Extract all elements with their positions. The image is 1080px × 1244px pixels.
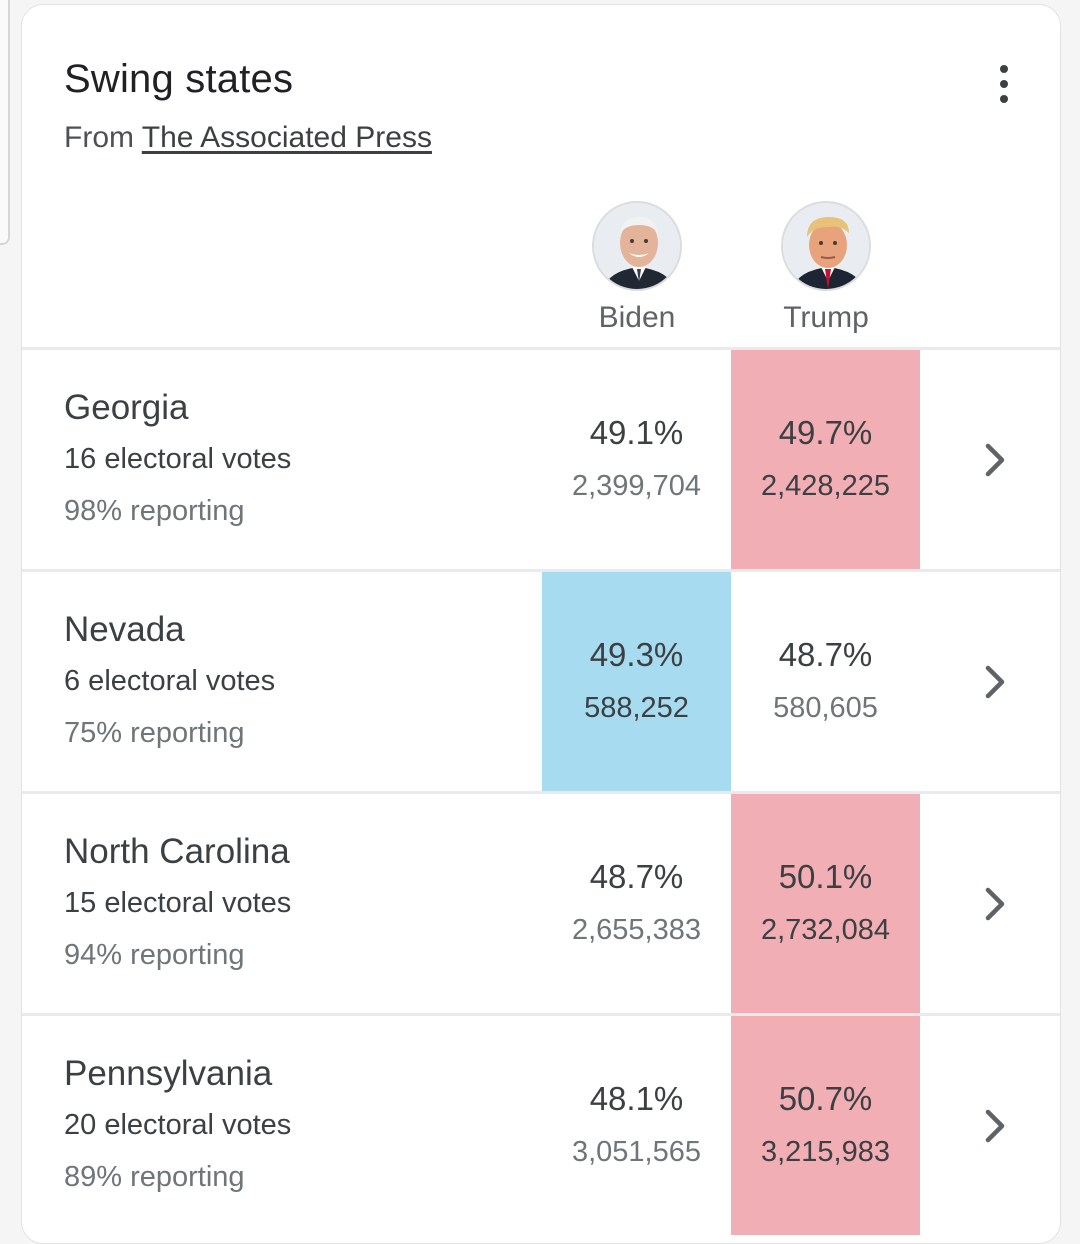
candidate-header-biden: Biden: [542, 201, 732, 335]
swing-states-card: Swing states From The Associated Press: [21, 4, 1061, 1244]
candidate-name-biden: Biden: [598, 301, 676, 334]
portrait-trump-icon: [783, 203, 869, 289]
state-row-north-carolina[interactable]: North Carolina 15 electoral votes 94% re…: [22, 791, 1060, 1013]
more-options-button[interactable]: [984, 61, 1024, 107]
more-vert-icon-dot: [1000, 95, 1008, 103]
biden-percent: 49.1%: [589, 414, 684, 451]
trump-percent: 48.7%: [778, 636, 873, 673]
trump-votes: 2,428,225: [760, 470, 890, 502]
state-name: Pennsylvania: [64, 1054, 273, 1093]
state-name: Georgia: [64, 388, 189, 427]
more-vert-icon-dot: [1000, 80, 1008, 88]
card-title: Swing states: [64, 57, 294, 101]
biden-votes: 3,051,565: [571, 1136, 701, 1168]
reporting-status: 98% reporting: [64, 495, 245, 527]
trump-votes: 3,215,983: [760, 1136, 890, 1168]
source-prefix: From: [64, 121, 142, 154]
candidate-header-trump: Trump: [731, 201, 921, 335]
card-source: From The Associated Press: [64, 121, 432, 155]
trump-result-cell: 50.1% 2,732,084: [731, 794, 920, 1013]
biden-result-cell: 48.1% 3,051,565: [542, 1016, 731, 1235]
background-page-edge: [0, 0, 10, 245]
electoral-votes: 16 electoral votes: [64, 443, 292, 475]
state-row-nevada[interactable]: Nevada 6 electoral votes 75% reporting 4…: [22, 569, 1060, 791]
reporting-status: 75% reporting: [64, 717, 245, 749]
electoral-votes: 20 electoral votes: [64, 1109, 292, 1141]
chevron-right-icon[interactable]: [974, 882, 1014, 926]
trump-percent: 50.1%: [778, 858, 873, 895]
trump-result-cell: 49.7% 2,428,225: [731, 350, 920, 569]
avatar-biden: [592, 201, 682, 291]
chevron-right-icon[interactable]: [974, 438, 1014, 482]
card-header: Swing states From The Associated Press: [22, 5, 1060, 347]
state-row-georgia[interactable]: Georgia 16 electoral votes 98% reporting…: [22, 347, 1060, 569]
biden-percent: 48.1%: [589, 1080, 684, 1117]
electoral-votes: 6 electoral votes: [64, 665, 276, 697]
electoral-votes: 15 electoral votes: [64, 887, 292, 919]
candidate-name-trump: Trump: [783, 301, 869, 334]
source-link[interactable]: The Associated Press: [141, 121, 432, 154]
trump-result-cell: 48.7% 580,605: [731, 572, 920, 791]
biden-votes: 588,252: [584, 692, 689, 724]
trump-percent: 50.7%: [778, 1080, 873, 1117]
reporting-status: 89% reporting: [64, 1161, 245, 1193]
trump-result-cell: 50.7% 3,215,983: [731, 1016, 920, 1235]
biden-result-cell: 49.3% 588,252: [542, 572, 731, 791]
trump-votes: 580,605: [773, 692, 878, 724]
chevron-right-icon[interactable]: [974, 1104, 1014, 1148]
trump-percent: 49.7%: [778, 414, 873, 451]
state-results-list: Georgia 16 electoral votes 98% reporting…: [22, 347, 1060, 1235]
state-name: North Carolina: [64, 832, 290, 871]
state-name: Nevada: [64, 610, 185, 649]
state-row-pennsylvania[interactable]: Pennsylvania 20 electoral votes 89% repo…: [22, 1013, 1060, 1235]
biden-result-cell: 48.7% 2,655,383: [542, 794, 731, 1013]
trump-votes: 2,732,084: [760, 914, 890, 946]
more-vert-icon: [1000, 65, 1008, 73]
biden-votes: 2,655,383: [571, 914, 701, 946]
biden-votes: 2,399,704: [571, 470, 701, 502]
portrait-biden-icon: [594, 203, 680, 289]
biden-percent: 49.3%: [589, 636, 684, 673]
biden-percent: 48.7%: [589, 858, 684, 895]
avatar-trump: [781, 201, 871, 291]
reporting-status: 94% reporting: [64, 939, 245, 971]
biden-result-cell: 49.1% 2,399,704: [542, 350, 731, 569]
chevron-right-icon[interactable]: [974, 660, 1014, 704]
